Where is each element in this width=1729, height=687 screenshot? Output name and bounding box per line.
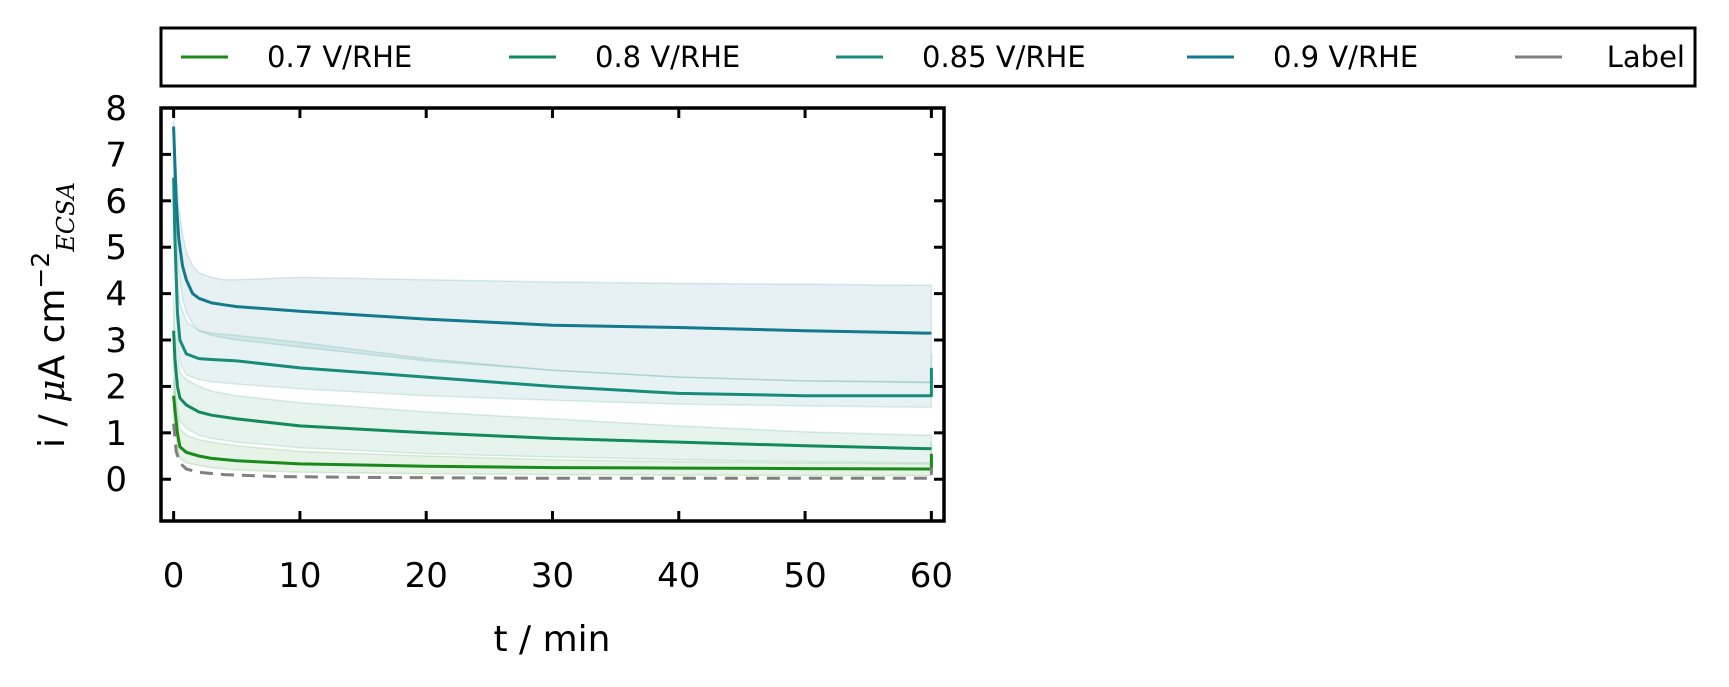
legend-label-0-9-v-rhe: 0.9 V/RHE <box>1273 40 1418 74</box>
series-line-0-9-v-rhe <box>172 126 932 335</box>
y-axis-ticks: 0 1 2 3 4 5 6 7 8 <box>105 89 944 500</box>
y-tick-label-8: 8 <box>105 89 127 129</box>
x-tick-label-10: 10 <box>278 556 321 596</box>
band-0-9-v-rhe <box>172 112 933 384</box>
x-tick-label-50: 50 <box>783 556 826 596</box>
y-tick-label-7: 7 <box>105 135 127 175</box>
x-tick-label-60: 60 <box>910 556 953 596</box>
legend-label-0-7-v-rhe: 0.7 V/RHE <box>267 40 412 74</box>
legend-label-label: Label <box>1607 40 1685 74</box>
x-axis-ticks: 0 10 20 30 40 50 60 <box>163 108 953 596</box>
series-line-0-85-v-rhe <box>172 177 933 398</box>
series-line-label <box>172 423 933 480</box>
y-tick-label-4: 4 <box>105 275 127 315</box>
legend-frame <box>159 26 1697 88</box>
x-tick-label-0: 0 <box>163 556 185 596</box>
x-tick-label-20: 20 <box>405 556 448 596</box>
y-tick-label-0: 0 <box>105 460 127 500</box>
y-axis-label-main: i / <box>32 403 73 448</box>
legend-label-0-8-v-rhe: 0.8 V/RHE <box>595 40 740 74</box>
y-axis-label-units: A cm <box>32 289 73 380</box>
series-line-0-8-v-rhe <box>172 330 932 451</box>
x-tick-label-40: 40 <box>657 556 700 596</box>
x-axis-label: t / min <box>493 619 610 660</box>
y-axis-label-subscript: ECSA <box>52 182 80 253</box>
y-tick-label-5: 5 <box>105 228 127 268</box>
confidence-bands <box>172 112 933 477</box>
legend-label-0-85-v-rhe: 0.85 V/RHE <box>922 40 1086 74</box>
y-axis-label-mu: μ <box>32 380 73 403</box>
y-tick-label-6: 6 <box>105 182 127 222</box>
x-tick-label-30: 30 <box>531 556 574 596</box>
y-axis-label-exponent: −2 <box>26 252 55 289</box>
y-tick-label-1: 1 <box>105 414 127 454</box>
series-line-0-7-v-rhe <box>172 395 933 471</box>
series-lines <box>172 126 933 480</box>
y-tick-label-3: 3 <box>105 321 127 361</box>
y-axis-label: i / μA cm−2ECSA <box>26 182 80 448</box>
legend: 0.7 V/RHE 0.8 V/RHE 0.85 V/RHE 0.9 V/RHE Lab… <box>159 26 1697 88</box>
y-tick-label-2: 2 <box>105 367 127 407</box>
